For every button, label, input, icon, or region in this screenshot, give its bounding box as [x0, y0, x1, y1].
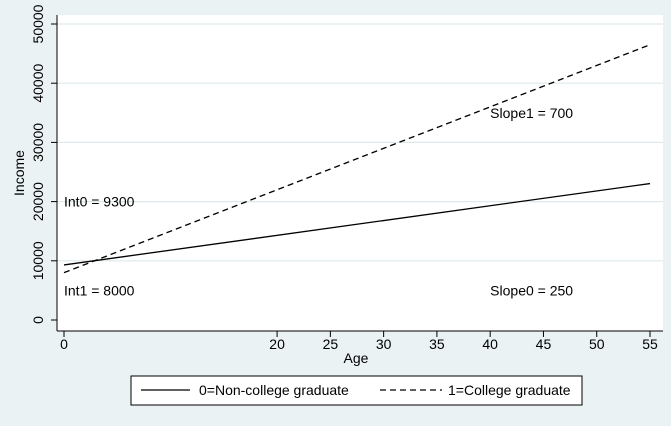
annotation-label: Slope0 = 250 [490, 282, 573, 298]
legend-box [130, 375, 583, 406]
y-tick-label: 30000 [30, 123, 46, 162]
x-tick-label: 0 [60, 336, 68, 352]
grid-lines [57, 23, 663, 262]
series-lines [63, 44, 651, 274]
axes: 0 10000 20000 30000 40000 50000 0 20 25 30 35 40 45 5… [30, 4, 663, 352]
annotation-label: Slope1 = 700 [490, 105, 573, 121]
series-line-college [63, 44, 651, 274]
annotation-label: Int0 = 9300 [64, 194, 135, 210]
x-tick-label: 55 [642, 336, 658, 352]
y-tick-label: 50000 [30, 4, 46, 43]
x-tick-label: 50 [589, 336, 605, 352]
x-tick-label: 40 [482, 336, 498, 352]
legend-label-college: 1=College graduate [448, 382, 571, 398]
series-line-non-college [63, 182, 651, 266]
annotation-label: Int1 = 8000 [64, 282, 135, 298]
x-tick-label: 30 [376, 336, 392, 352]
x-tick-label: 20 [269, 336, 285, 352]
x-tick-label: 25 [323, 336, 339, 352]
legend-label-non-college: 0=Non-college graduate [199, 382, 349, 398]
x-axis-title: Age [344, 350, 369, 366]
plot-area [57, 15, 663, 331]
annotations: Int0 = 9300 Int1 = 8000 Slope1 = 700 Slope0… [64, 105, 573, 299]
y-tick-label: 20000 [30, 182, 46, 221]
x-tick-label: 35 [429, 336, 445, 352]
y-axis-title: Income [11, 150, 27, 196]
legend: 0=Non-college graduate 1=College graduat… [130, 375, 583, 406]
x-tick-label: 45 [536, 336, 552, 352]
y-tick-label: 40000 [30, 64, 46, 103]
y-tick-label: 0 [30, 316, 46, 324]
y-tick-label: 10000 [30, 241, 46, 280]
